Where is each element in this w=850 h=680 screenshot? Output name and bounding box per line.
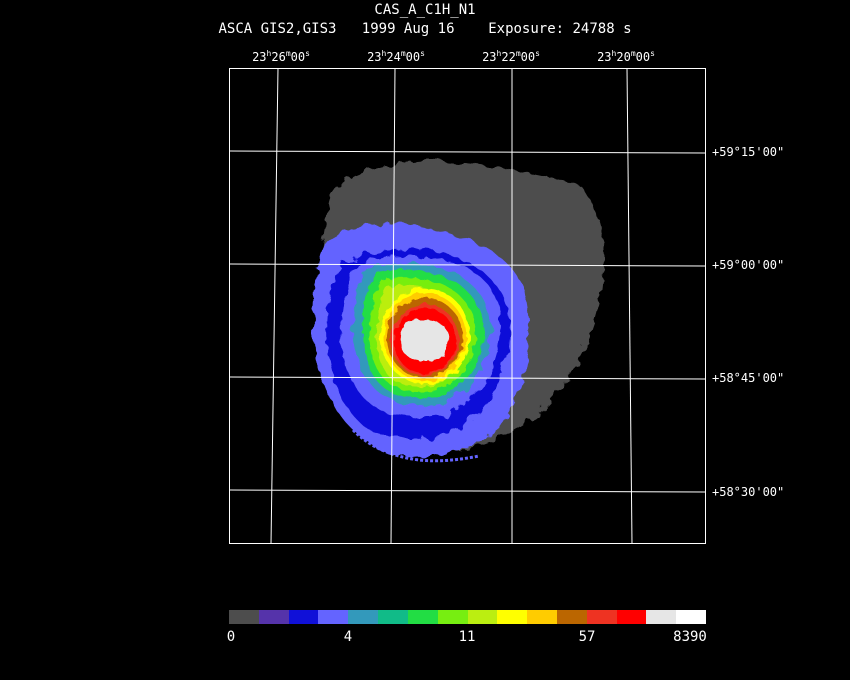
ra-label-1: 23h24m00s	[367, 49, 425, 64]
instrument-label: ASCA GIS2,GIS3	[218, 21, 337, 37]
dec-label-3: +58°30'00"	[712, 485, 785, 499]
colorbar-swatch	[378, 610, 408, 624]
colorbar-label-4: 8390	[673, 629, 707, 645]
colorbar-swatch	[467, 610, 498, 624]
xray-image-panel	[229, 68, 706, 544]
colorbar-swatch	[229, 610, 259, 624]
colorbar-swatch	[646, 610, 677, 624]
colorbar-swatch	[556, 610, 587, 624]
exposure-label: Exposure: 24788 s	[488, 21, 632, 37]
ra-label-3: 23h20m00s	[597, 49, 655, 64]
ra-label-0: 23h26m00s	[252, 49, 310, 64]
colorbar-swatch	[676, 610, 706, 624]
colorbar-swatch	[318, 610, 349, 624]
colorbar-swatch	[616, 610, 647, 624]
date-label: 1999 Aug 16	[361, 21, 455, 37]
colorbar-swatch	[586, 610, 617, 624]
colorbar-swatch	[407, 610, 438, 624]
colorbar-label-0: 0	[226, 629, 236, 645]
dec-label-0: +59°15'00"	[712, 145, 785, 159]
plot-subtitle: ASCA GIS2,GIS3 1999 Aug 16 Exposure: 247…	[0, 21, 850, 37]
dec-label-1: +59°00'00"	[712, 258, 785, 272]
colorbar-swatch	[497, 610, 528, 624]
plot-title: CAS_A_C1H_N1	[374, 2, 476, 18]
coordinate-grid	[229, 68, 706, 544]
colorbar-label-1: 4	[343, 629, 353, 645]
colorbar-label-3: 57	[578, 629, 596, 645]
colorbar-swatch	[527, 610, 557, 624]
colorbar-swatch	[348, 610, 379, 624]
colorbar-swatch	[288, 610, 319, 624]
colorbar-swatch	[258, 610, 289, 624]
ra-label-2: 23h22m00s	[482, 49, 540, 64]
colorbar-label-2: 11	[458, 629, 476, 645]
colorbar-swatch	[437, 610, 468, 624]
dec-label-2: +58°45'00"	[712, 371, 785, 385]
colorbar	[229, 610, 706, 624]
source-emission	[312, 160, 604, 463]
